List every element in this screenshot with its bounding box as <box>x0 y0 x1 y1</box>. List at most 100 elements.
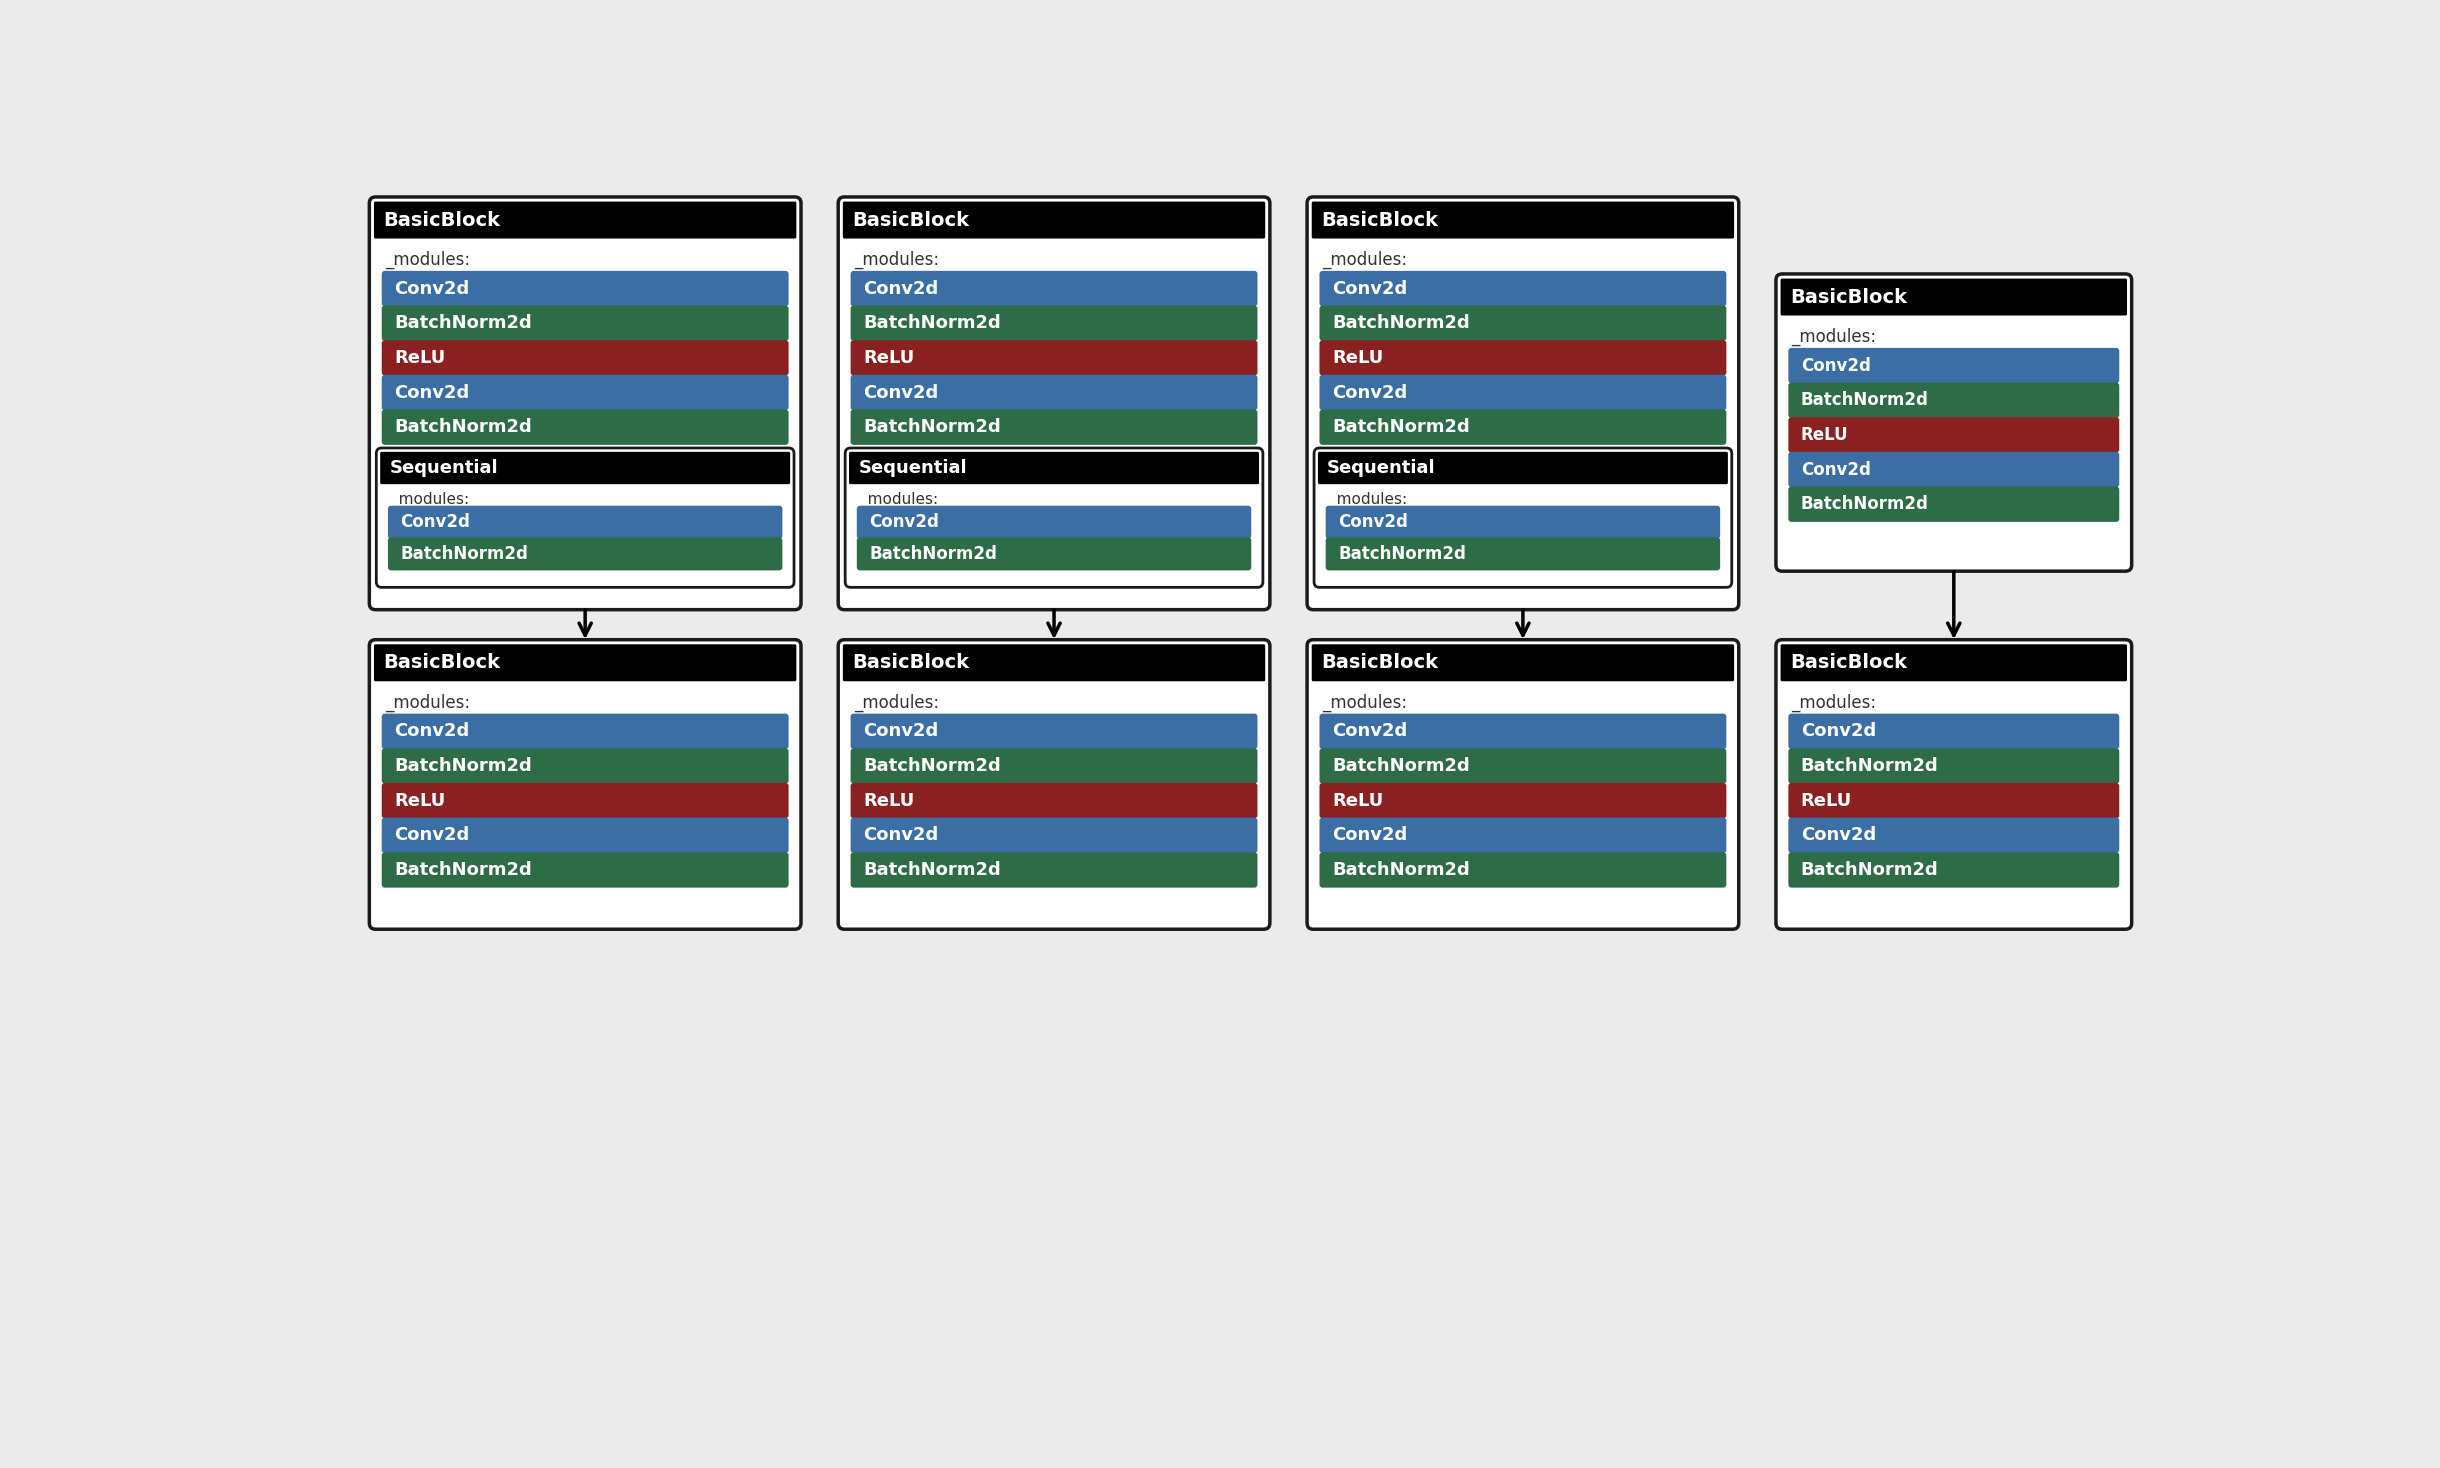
Text: Conv2d: Conv2d <box>869 514 939 531</box>
Text: Conv2d: Conv2d <box>395 279 468 298</box>
FancyBboxPatch shape <box>844 448 1264 587</box>
FancyBboxPatch shape <box>1320 818 1728 853</box>
Text: BatchNorm2d: BatchNorm2d <box>1337 545 1466 562</box>
FancyBboxPatch shape <box>381 410 788 445</box>
FancyBboxPatch shape <box>1313 644 1735 681</box>
Text: BatchNorm2d: BatchNorm2d <box>395 314 532 332</box>
FancyBboxPatch shape <box>849 452 1259 484</box>
FancyBboxPatch shape <box>1776 640 2133 929</box>
FancyBboxPatch shape <box>852 749 1257 784</box>
Text: Conv2d: Conv2d <box>864 826 939 844</box>
FancyBboxPatch shape <box>1789 452 2120 487</box>
Text: ReLU: ReLU <box>864 791 915 810</box>
FancyBboxPatch shape <box>368 640 800 929</box>
Text: BatchNorm2d: BatchNorm2d <box>864 314 1000 332</box>
FancyBboxPatch shape <box>852 782 1257 818</box>
Text: Conv2d: Conv2d <box>1332 279 1408 298</box>
FancyBboxPatch shape <box>1320 749 1728 784</box>
FancyBboxPatch shape <box>381 782 788 818</box>
FancyBboxPatch shape <box>856 537 1252 571</box>
FancyBboxPatch shape <box>852 305 1257 341</box>
FancyBboxPatch shape <box>842 644 1266 681</box>
FancyBboxPatch shape <box>1325 505 1720 539</box>
Text: BasicBlock: BasicBlock <box>383 653 500 672</box>
FancyBboxPatch shape <box>381 341 788 376</box>
FancyBboxPatch shape <box>1789 818 2120 853</box>
Text: _modules:: _modules: <box>1791 327 1876 346</box>
FancyBboxPatch shape <box>852 272 1257 307</box>
Text: BasicBlock: BasicBlock <box>852 653 969 672</box>
Text: ReLU: ReLU <box>1332 791 1383 810</box>
Text: _modules:: _modules: <box>859 492 937 508</box>
FancyBboxPatch shape <box>1313 201 1735 238</box>
Text: _modules:: _modules: <box>1791 694 1876 712</box>
FancyBboxPatch shape <box>381 272 788 307</box>
Text: BatchNorm2d: BatchNorm2d <box>1801 860 1937 879</box>
FancyBboxPatch shape <box>1781 279 2128 316</box>
Text: BatchNorm2d: BatchNorm2d <box>869 545 998 562</box>
Text: Conv2d: Conv2d <box>1801 461 1871 479</box>
FancyBboxPatch shape <box>1789 417 2120 452</box>
Text: _modules:: _modules: <box>1322 694 1408 712</box>
Text: BasicBlock: BasicBlock <box>1320 210 1437 229</box>
FancyBboxPatch shape <box>381 853 788 888</box>
FancyBboxPatch shape <box>1320 341 1728 376</box>
FancyBboxPatch shape <box>376 448 793 587</box>
Text: Conv2d: Conv2d <box>395 383 468 402</box>
FancyBboxPatch shape <box>388 537 783 571</box>
FancyBboxPatch shape <box>1776 275 2133 571</box>
FancyBboxPatch shape <box>368 197 800 609</box>
FancyBboxPatch shape <box>1320 410 1728 445</box>
Text: Conv2d: Conv2d <box>864 383 939 402</box>
Text: Conv2d: Conv2d <box>395 826 468 844</box>
FancyBboxPatch shape <box>1325 537 1720 571</box>
Text: BasicBlock: BasicBlock <box>852 210 969 229</box>
FancyBboxPatch shape <box>1320 782 1728 818</box>
Text: BatchNorm2d: BatchNorm2d <box>395 757 532 775</box>
FancyBboxPatch shape <box>1320 374 1728 410</box>
Text: Conv2d: Conv2d <box>1332 722 1408 740</box>
Text: Sequential: Sequential <box>390 459 498 477</box>
Text: Conv2d: Conv2d <box>1337 514 1408 531</box>
FancyBboxPatch shape <box>1308 640 1740 929</box>
Text: Conv2d: Conv2d <box>1801 357 1871 374</box>
Text: ReLU: ReLU <box>864 349 915 367</box>
Text: BasicBlock: BasicBlock <box>383 210 500 229</box>
FancyBboxPatch shape <box>856 505 1252 539</box>
FancyBboxPatch shape <box>842 201 1266 238</box>
FancyBboxPatch shape <box>1315 448 1732 587</box>
FancyBboxPatch shape <box>381 818 788 853</box>
FancyBboxPatch shape <box>381 713 788 749</box>
Text: BatchNorm2d: BatchNorm2d <box>1332 314 1469 332</box>
FancyBboxPatch shape <box>388 505 783 539</box>
Text: Conv2d: Conv2d <box>1332 826 1408 844</box>
Text: ReLU: ReLU <box>1801 426 1850 443</box>
Text: _modules:: _modules: <box>390 492 468 508</box>
FancyBboxPatch shape <box>839 640 1269 929</box>
Text: BatchNorm2d: BatchNorm2d <box>1801 495 1928 514</box>
Text: BatchNorm2d: BatchNorm2d <box>1801 757 1937 775</box>
Text: _modules:: _modules: <box>386 251 471 269</box>
Text: BatchNorm2d: BatchNorm2d <box>1332 418 1469 436</box>
Text: _modules:: _modules: <box>1322 251 1408 269</box>
FancyBboxPatch shape <box>839 197 1269 609</box>
Text: BatchNorm2d: BatchNorm2d <box>1332 860 1469 879</box>
Text: BatchNorm2d: BatchNorm2d <box>864 757 1000 775</box>
Text: ReLU: ReLU <box>395 349 447 367</box>
Text: BatchNorm2d: BatchNorm2d <box>1801 392 1928 410</box>
FancyBboxPatch shape <box>1789 853 2120 888</box>
Text: _modules:: _modules: <box>386 694 471 712</box>
Text: Sequential: Sequential <box>859 459 966 477</box>
FancyBboxPatch shape <box>852 410 1257 445</box>
Text: _modules:: _modules: <box>854 251 939 269</box>
Text: BatchNorm2d: BatchNorm2d <box>395 418 532 436</box>
Text: Sequential: Sequential <box>1327 459 1435 477</box>
FancyBboxPatch shape <box>1320 272 1728 307</box>
FancyBboxPatch shape <box>381 749 788 784</box>
FancyBboxPatch shape <box>1308 197 1740 609</box>
Text: Conv2d: Conv2d <box>1801 826 1876 844</box>
FancyBboxPatch shape <box>1789 383 2120 418</box>
FancyBboxPatch shape <box>1789 749 2120 784</box>
Text: _modules:: _modules: <box>1330 492 1408 508</box>
FancyBboxPatch shape <box>1318 452 1728 484</box>
